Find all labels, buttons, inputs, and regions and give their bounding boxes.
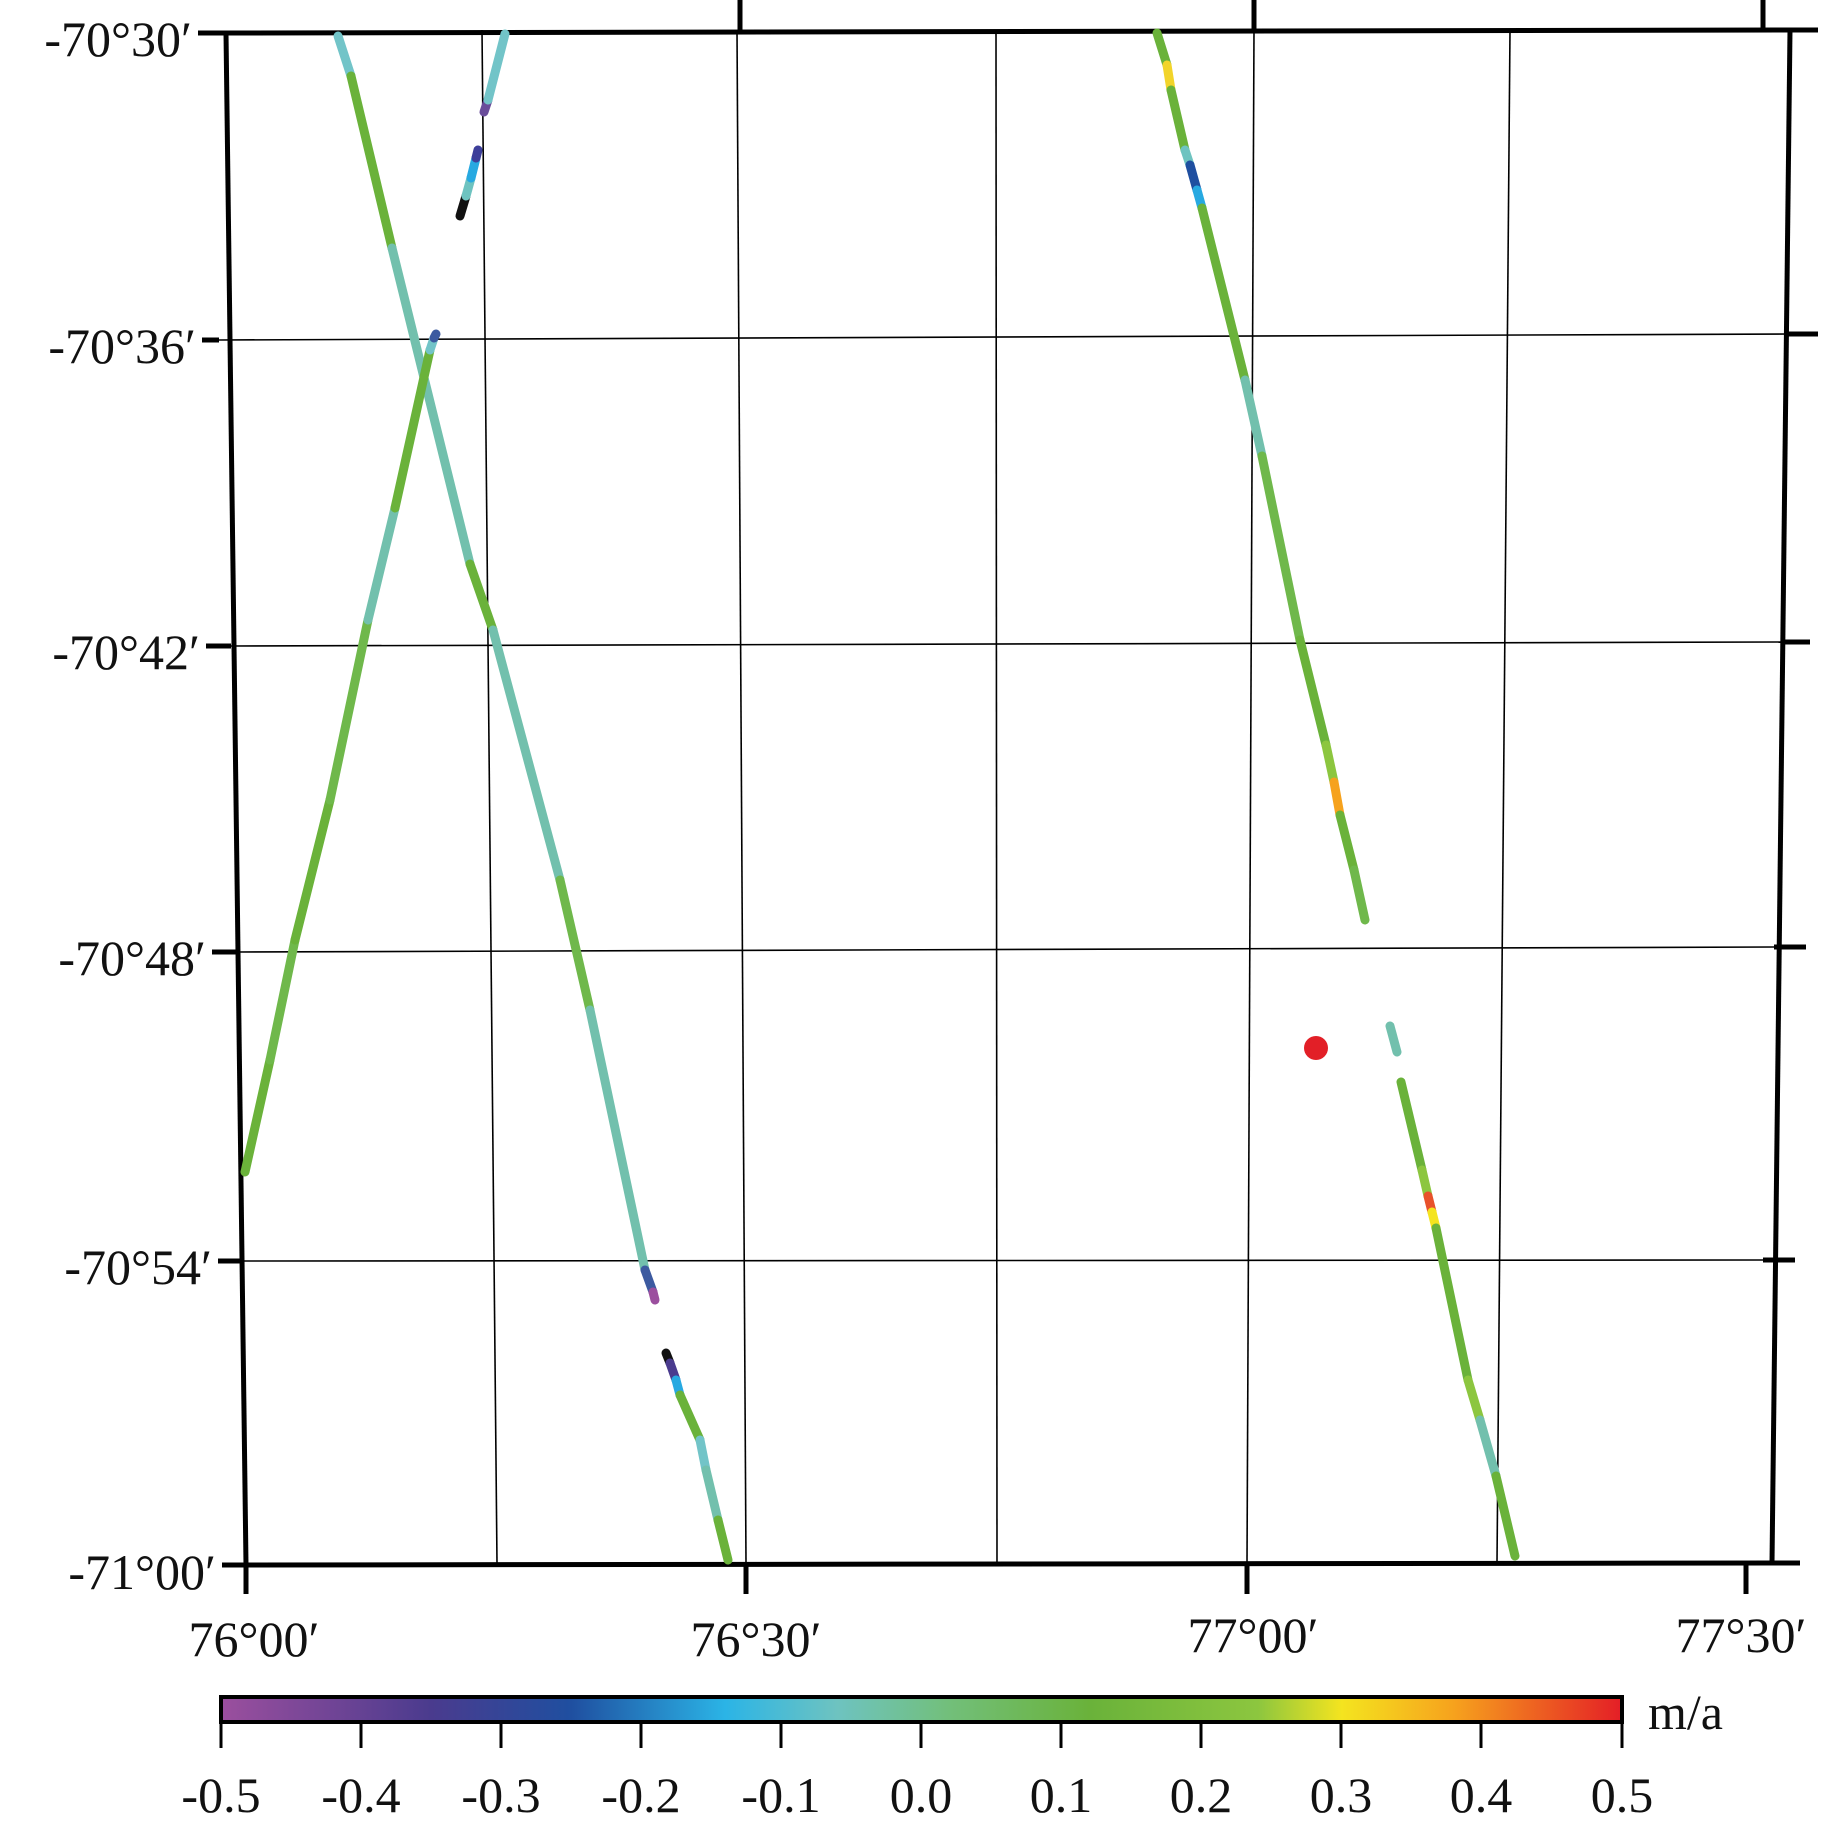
lat-label: -70°48′ — [58, 930, 206, 986]
map-frame — [223, 27, 1793, 1568]
station-marker — [1304, 1036, 1328, 1060]
colorbar-tick-label: 0.3 — [1310, 1767, 1373, 1823]
colorbar-tick-label: -0.3 — [461, 1767, 540, 1823]
longitude-labels: 76°00′ 76°30′ 77°00′ 77°30′ — [189, 1607, 1807, 1667]
colorbar-tick-label: 0.2 — [1170, 1767, 1233, 1823]
colorbar-tick-label: 0.1 — [1030, 1767, 1093, 1823]
colorbar-tick-label: 0.0 — [890, 1767, 953, 1823]
graticule — [218, 29, 1791, 1564]
frame-ticks — [198, 0, 1818, 1594]
lat-label: -70°30′ — [44, 11, 192, 67]
colorbar-tick-label: 0.5 — [1591, 1767, 1654, 1823]
lon-label: 77°30′ — [1676, 1607, 1807, 1663]
track-a — [333, 31, 660, 1305]
track-f — [1385, 1021, 1520, 1561]
lat-label: -70°36′ — [48, 318, 196, 374]
latitude-labels: -70°30′ -70°36′ -70°42′ -70°48′ -70°54′ … — [44, 11, 216, 1600]
lon-label: 76°30′ — [691, 1611, 822, 1667]
lat-label: -70°54′ — [64, 1239, 212, 1295]
track-c — [240, 329, 441, 1177]
colorbar-unit: m/a — [1648, 1684, 1723, 1740]
lat-label: -70°42′ — [52, 624, 200, 680]
track-b — [661, 1348, 733, 1565]
lon-label: 77°00′ — [1188, 1607, 1319, 1663]
colorbar-tick-label: -0.5 — [181, 1767, 260, 1823]
colorbar-tick-label: -0.4 — [321, 1767, 400, 1823]
colorbar-ramp — [219, 1695, 1624, 1724]
lon-label: 76°00′ — [189, 1611, 320, 1667]
colorbar-ticks — [219, 1722, 1624, 1748]
colorbar-tick-label: -0.2 — [601, 1767, 680, 1823]
colorbar: m/a -0.5 -0.4 -0.3 -0.2 -0.1 0.0 0.1 0.2… — [181, 1684, 1723, 1823]
lat-label: -71°00′ — [68, 1544, 216, 1600]
track-d — [455, 29, 510, 221]
colorbar-tick-label: -0.1 — [741, 1767, 820, 1823]
track-e — [1152, 28, 1370, 925]
colorbar-tick-label: 0.4 — [1450, 1767, 1513, 1823]
